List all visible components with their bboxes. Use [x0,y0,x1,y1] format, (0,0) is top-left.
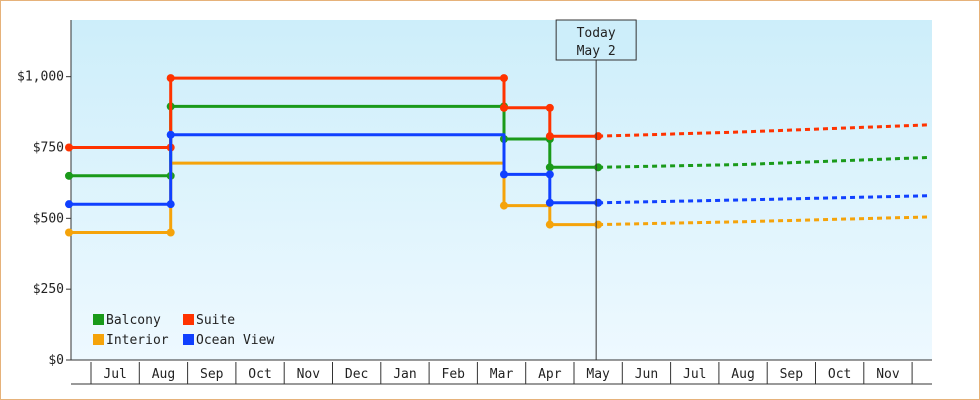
data-point-interior [65,228,73,237]
x-tick-label: Oct [248,367,271,382]
y-tick-label: $250 [33,282,64,297]
series-forecast-balcony [598,155,931,169]
x-tick-label: Feb [442,367,466,382]
x-tick-label: Jan [393,367,416,382]
plot-area [71,20,932,360]
data-point-suite [545,132,554,141]
today-date: May 2 [577,44,616,59]
data-point-balcony [65,171,73,180]
today-box [555,19,637,61]
legend-swatch-interior [93,334,104,345]
x-tick-label: Oct [828,367,851,382]
data-point-suite [65,143,73,152]
x-tick-label: Apr [538,367,562,382]
data-point-ocean-view [65,200,73,209]
y-tick-label: $500 [33,211,64,226]
legend-label-suite: Suite [196,313,235,328]
data-point-ocean-view [594,198,603,207]
x-tick-label: Jun [635,367,658,382]
x-tick-label: Nov [297,367,321,382]
data-point-ocean-view [166,130,175,139]
data-point-ocean-view [545,170,554,179]
y-tick-label: $0 [48,353,64,368]
x-tick-label: Sep [200,367,224,382]
legend-label-interior: Interior [106,333,169,348]
x-tick-label: Nov [876,367,900,382]
x-tick-label: Aug [152,367,175,382]
legend-label-balcony: Balcony [106,313,161,328]
x-tick-label: Dec [345,367,368,382]
legend-swatch-ocean-view [183,334,194,345]
y-tick-label: $750 [33,141,64,156]
x-tick-label: Aug [731,367,754,382]
data-point-suite [594,132,603,141]
x-tick-label: May [586,367,610,382]
x-tick-label: Jul [103,367,126,382]
legend-swatch-balcony [93,314,104,325]
data-point-suite [499,74,508,83]
series-line-ocean-view [69,133,599,206]
data-point-interior [545,220,554,229]
data-point-ocean-view [499,170,508,179]
legend-swatch-suite [183,314,194,325]
y-tick-label: $1,000 [17,70,64,85]
data-point-interior [499,201,508,210]
data-point-ocean-view [166,200,175,209]
data-point-suite [545,103,554,112]
x-tick-label: Sep [780,367,804,382]
legend-label-ocean-view: Ocean View [196,333,274,348]
data-point-interior [594,220,603,229]
x-tick-label: Mar [490,367,514,382]
series-forecast-ocean-view [598,194,931,205]
data-point-suite [499,103,508,112]
today-label: Today [577,26,616,41]
x-tick-label: Jul [683,367,706,382]
data-point-interior [166,228,175,237]
series-forecast-interior [598,215,931,227]
data-point-balcony [545,163,554,172]
series-forecast-suite [598,123,931,138]
data-point-suite [166,74,175,83]
data-point-ocean-view [545,198,554,207]
data-point-balcony [594,163,603,172]
